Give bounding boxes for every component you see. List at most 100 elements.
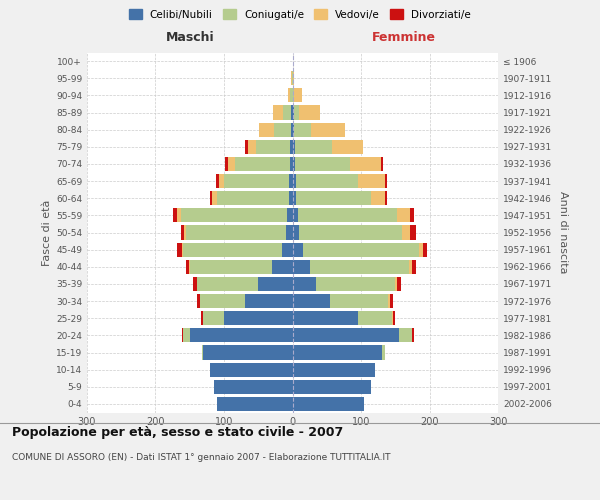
- Bar: [293, 346, 385, 360]
- Bar: [217, 397, 293, 411]
- Bar: [190, 328, 293, 342]
- Bar: [293, 346, 385, 360]
- Bar: [245, 140, 293, 154]
- Bar: [216, 174, 293, 188]
- Bar: [203, 346, 293, 360]
- Bar: [202, 346, 293, 360]
- Bar: [293, 242, 422, 256]
- Bar: [289, 191, 293, 205]
- Bar: [226, 157, 293, 171]
- Bar: [197, 277, 293, 291]
- Bar: [288, 88, 293, 102]
- Bar: [293, 122, 345, 136]
- Bar: [183, 328, 293, 342]
- Bar: [187, 226, 293, 239]
- Bar: [293, 362, 375, 376]
- Bar: [182, 328, 293, 342]
- Bar: [293, 311, 392, 325]
- Bar: [248, 140, 293, 154]
- Bar: [235, 157, 293, 171]
- Bar: [293, 174, 387, 188]
- Bar: [293, 88, 302, 102]
- Bar: [293, 328, 412, 342]
- Bar: [259, 122, 293, 136]
- Bar: [193, 277, 293, 291]
- Bar: [245, 294, 293, 308]
- Bar: [203, 311, 293, 325]
- Bar: [293, 140, 332, 154]
- Bar: [293, 140, 363, 154]
- Bar: [211, 191, 293, 205]
- Bar: [184, 226, 293, 239]
- Bar: [293, 380, 371, 394]
- Bar: [293, 191, 371, 205]
- Bar: [293, 260, 412, 274]
- Bar: [272, 106, 293, 120]
- Text: Popolazione per età, sesso e stato civile - 2007: Popolazione per età, sesso e stato civil…: [12, 426, 343, 439]
- Bar: [293, 88, 294, 102]
- Bar: [293, 226, 402, 239]
- Bar: [214, 380, 293, 394]
- Bar: [293, 277, 401, 291]
- Bar: [197, 277, 293, 291]
- Bar: [293, 311, 392, 325]
- Bar: [293, 346, 382, 360]
- Bar: [293, 122, 311, 136]
- Bar: [217, 397, 293, 411]
- Bar: [211, 362, 293, 376]
- Bar: [202, 346, 293, 360]
- Bar: [293, 346, 385, 360]
- Bar: [293, 328, 412, 342]
- Bar: [293, 362, 375, 376]
- Bar: [293, 328, 414, 342]
- Bar: [293, 106, 320, 120]
- Bar: [291, 106, 293, 120]
- Bar: [200, 294, 293, 308]
- Bar: [224, 174, 293, 188]
- Bar: [293, 157, 383, 171]
- Bar: [293, 328, 398, 342]
- Text: COMUNE DI ASSORO (EN) - Dati ISTAT 1° gennaio 2007 - Elaborazione TUTTITALIA.IT: COMUNE DI ASSORO (EN) - Dati ISTAT 1° ge…: [12, 452, 391, 462]
- Bar: [289, 174, 293, 188]
- Bar: [293, 106, 299, 120]
- Bar: [287, 208, 293, 222]
- Bar: [203, 311, 293, 325]
- Bar: [190, 260, 293, 274]
- Bar: [293, 362, 375, 376]
- Bar: [293, 380, 371, 394]
- Bar: [293, 226, 416, 239]
- Bar: [293, 294, 330, 308]
- Bar: [214, 380, 293, 394]
- Bar: [293, 362, 375, 376]
- Y-axis label: Anni di nascita: Anni di nascita: [557, 191, 568, 274]
- Bar: [293, 397, 364, 411]
- Bar: [293, 174, 358, 188]
- Bar: [258, 277, 293, 291]
- Bar: [293, 226, 299, 239]
- Bar: [200, 294, 293, 308]
- Bar: [293, 191, 387, 205]
- Bar: [202, 346, 293, 360]
- Bar: [286, 226, 293, 239]
- Bar: [182, 242, 293, 256]
- Bar: [291, 71, 293, 85]
- Bar: [178, 208, 293, 222]
- Bar: [293, 140, 363, 154]
- Bar: [293, 88, 302, 102]
- Bar: [293, 157, 295, 171]
- Bar: [288, 88, 293, 102]
- Bar: [256, 140, 293, 154]
- Bar: [211, 362, 293, 376]
- Bar: [173, 208, 293, 222]
- Bar: [293, 242, 427, 256]
- Bar: [293, 242, 419, 256]
- Bar: [272, 260, 293, 274]
- Bar: [181, 226, 293, 239]
- Bar: [293, 277, 397, 291]
- Bar: [293, 294, 393, 308]
- Bar: [214, 380, 293, 394]
- Bar: [293, 208, 298, 222]
- Bar: [293, 122, 294, 136]
- Bar: [282, 242, 293, 256]
- Bar: [293, 191, 385, 205]
